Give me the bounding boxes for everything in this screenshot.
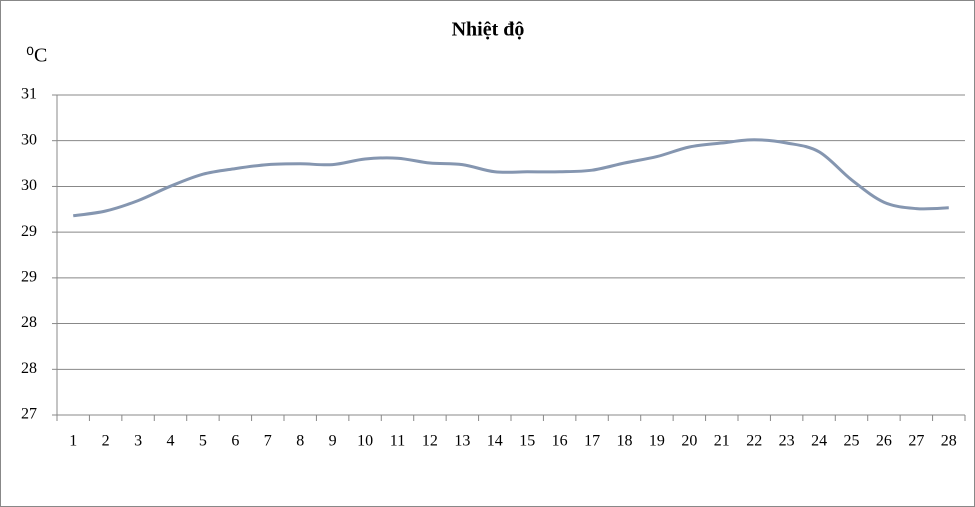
- x-tick-label: 9: [329, 433, 337, 450]
- x-tick-label: 11: [390, 433, 405, 450]
- x-tick-label: 22: [746, 433, 762, 450]
- x-tick-label: 28: [941, 433, 957, 450]
- y-tick-label: 28: [21, 314, 37, 331]
- x-tick-label: 18: [617, 433, 633, 450]
- x-tick-label: 27: [908, 433, 924, 450]
- y-tick-label: 29: [21, 269, 37, 286]
- y-tick-label: 28: [21, 360, 37, 377]
- x-tick-label: 15: [519, 433, 535, 450]
- x-tick-label: 20: [681, 433, 697, 450]
- x-tick-label: 5: [199, 433, 207, 450]
- x-tick-label: 19: [649, 433, 665, 450]
- x-tick-label: 16: [552, 433, 568, 450]
- x-tick-label: 25: [844, 433, 860, 450]
- x-tick-label: 24: [811, 433, 827, 450]
- line: [72, 138, 949, 218]
- x-tick-label: 21: [714, 433, 730, 450]
- x-tick-label: 23: [779, 433, 795, 450]
- x-tick-label: 17: [584, 433, 600, 450]
- y-axis-label: ⁰C: [26, 45, 47, 67]
- y-tick-label: 30: [21, 177, 37, 194]
- x-tick-label: 4: [167, 433, 175, 450]
- x-tick-label: 6: [231, 433, 239, 450]
- x-tick-label: 8: [296, 433, 304, 450]
- x-tick-label: 2: [102, 433, 110, 450]
- x-tick-label: 10: [357, 433, 373, 450]
- x-tick-label: 14: [487, 433, 503, 450]
- x-tick-label: 7: [264, 433, 272, 450]
- chart-title: Nhiệt độ: [452, 19, 525, 41]
- y-tick-label: 30: [21, 131, 37, 148]
- x-tick-label: 26: [876, 433, 892, 450]
- x-tick-label: 3: [134, 433, 142, 450]
- x-tick-label: 1: [69, 433, 77, 450]
- y-tick-label: 27: [21, 406, 37, 423]
- x-tick-label: 12: [422, 433, 438, 450]
- x-tick-label: 13: [454, 433, 470, 450]
- y-tick-label: 29: [21, 223, 37, 240]
- y-tick-label: 31: [21, 86, 37, 103]
